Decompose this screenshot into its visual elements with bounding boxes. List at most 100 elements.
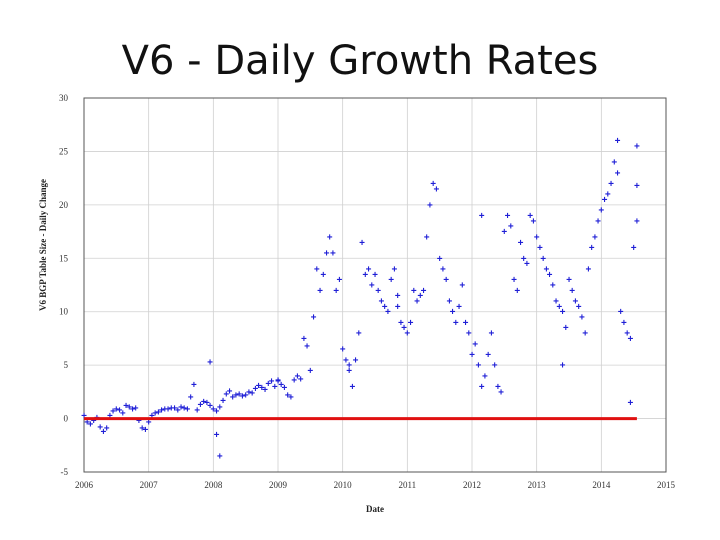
data-point: + bbox=[366, 264, 372, 275]
data-point: + bbox=[563, 323, 569, 334]
data-point: + bbox=[553, 297, 559, 308]
data-point: + bbox=[379, 297, 385, 308]
data-point: + bbox=[501, 227, 507, 238]
data-point: + bbox=[275, 377, 281, 388]
data-point: + bbox=[275, 376, 281, 387]
data-point: + bbox=[476, 361, 482, 372]
data-point: + bbox=[395, 302, 401, 313]
data-point: + bbox=[427, 200, 433, 211]
data-point: + bbox=[223, 389, 229, 400]
data-point: + bbox=[152, 409, 158, 420]
data-point: + bbox=[246, 387, 252, 398]
data-point: + bbox=[136, 416, 142, 427]
data-point: + bbox=[301, 334, 307, 345]
data-point: + bbox=[401, 323, 407, 334]
data-point: + bbox=[249, 388, 255, 399]
data-point: + bbox=[291, 376, 297, 387]
data-point: + bbox=[615, 136, 621, 147]
data-point: + bbox=[440, 264, 446, 275]
data-point: + bbox=[408, 318, 414, 329]
data-point: + bbox=[511, 275, 517, 286]
data-point: + bbox=[97, 423, 103, 434]
y-tick-label: 5 bbox=[64, 360, 69, 370]
data-point: + bbox=[230, 393, 236, 404]
data-point: + bbox=[168, 403, 174, 414]
data-point: + bbox=[463, 318, 469, 329]
data-point: + bbox=[346, 366, 352, 377]
data-point: + bbox=[566, 275, 572, 286]
data-point: + bbox=[333, 286, 339, 297]
data-point: + bbox=[243, 391, 249, 402]
data-point: + bbox=[175, 406, 181, 417]
data-point: + bbox=[391, 264, 397, 275]
data-point: + bbox=[446, 297, 452, 308]
data-point: + bbox=[162, 404, 168, 415]
data-point: + bbox=[340, 345, 346, 356]
data-point: + bbox=[531, 216, 537, 227]
data-point: + bbox=[259, 383, 265, 394]
data-point: + bbox=[443, 275, 449, 286]
x-tick-label: 2013 bbox=[528, 480, 547, 490]
data-point: + bbox=[628, 334, 634, 345]
data-point: + bbox=[107, 411, 113, 422]
data-point: + bbox=[320, 270, 326, 281]
data-point: + bbox=[547, 270, 553, 281]
data-point: + bbox=[311, 313, 317, 324]
x-tick-label: 2010 bbox=[334, 480, 353, 490]
data-point: + bbox=[362, 270, 368, 281]
data-point: + bbox=[634, 142, 640, 153]
data-point: + bbox=[576, 302, 582, 313]
data-point: + bbox=[159, 406, 165, 417]
data-point: + bbox=[573, 297, 579, 308]
data-point: + bbox=[126, 402, 132, 413]
x-tick-label: 2014 bbox=[592, 480, 611, 490]
data-point: + bbox=[172, 403, 178, 414]
data-point: + bbox=[330, 248, 336, 259]
x-tick-label: 2009 bbox=[269, 480, 288, 490]
data-point: + bbox=[233, 391, 239, 402]
data-point: + bbox=[178, 402, 184, 413]
x-axis-label: Date bbox=[366, 504, 384, 514]
data-point: + bbox=[146, 417, 152, 428]
data-point: + bbox=[382, 302, 388, 313]
data-point: + bbox=[265, 379, 271, 390]
data-point: + bbox=[602, 195, 608, 206]
x-ticks: 2006 2007 2008 2009 2010 2011 2012 2013 2014 2015 bbox=[75, 480, 676, 490]
data-point: + bbox=[214, 407, 220, 418]
data-point: + bbox=[84, 417, 90, 428]
data-point: + bbox=[337, 275, 343, 286]
data-point: + bbox=[282, 383, 288, 394]
data-point: + bbox=[353, 355, 359, 366]
data-point: + bbox=[469, 350, 475, 361]
data-point: + bbox=[188, 393, 194, 404]
data-point: + bbox=[505, 211, 511, 222]
data-point: + bbox=[560, 307, 566, 318]
data-point: + bbox=[139, 424, 145, 435]
data-point: + bbox=[424, 232, 430, 243]
data-point: + bbox=[220, 396, 226, 407]
data-point: + bbox=[466, 329, 472, 340]
data-point: + bbox=[618, 307, 624, 318]
data-point: + bbox=[88, 419, 94, 430]
data-point: + bbox=[155, 408, 161, 419]
data-point: + bbox=[181, 403, 187, 414]
data-point: + bbox=[634, 216, 640, 227]
y-tick-label: 30 bbox=[59, 93, 69, 103]
data-point: + bbox=[359, 238, 365, 249]
data-point: + bbox=[437, 254, 443, 265]
data-point: + bbox=[207, 357, 213, 368]
data-point: + bbox=[214, 430, 220, 441]
data-point: + bbox=[395, 291, 401, 302]
data-point: + bbox=[492, 361, 498, 372]
data-point: + bbox=[518, 238, 524, 249]
data-point: + bbox=[385, 307, 391, 318]
data-point: + bbox=[514, 286, 520, 297]
data-point: + bbox=[327, 232, 333, 243]
data-point: + bbox=[317, 286, 323, 297]
data-point: + bbox=[411, 286, 417, 297]
data-point: + bbox=[262, 385, 268, 396]
x-tick-label: 2012 bbox=[463, 480, 481, 490]
data-point: + bbox=[495, 382, 501, 393]
data-point: + bbox=[185, 404, 191, 415]
data-point: + bbox=[217, 451, 223, 462]
